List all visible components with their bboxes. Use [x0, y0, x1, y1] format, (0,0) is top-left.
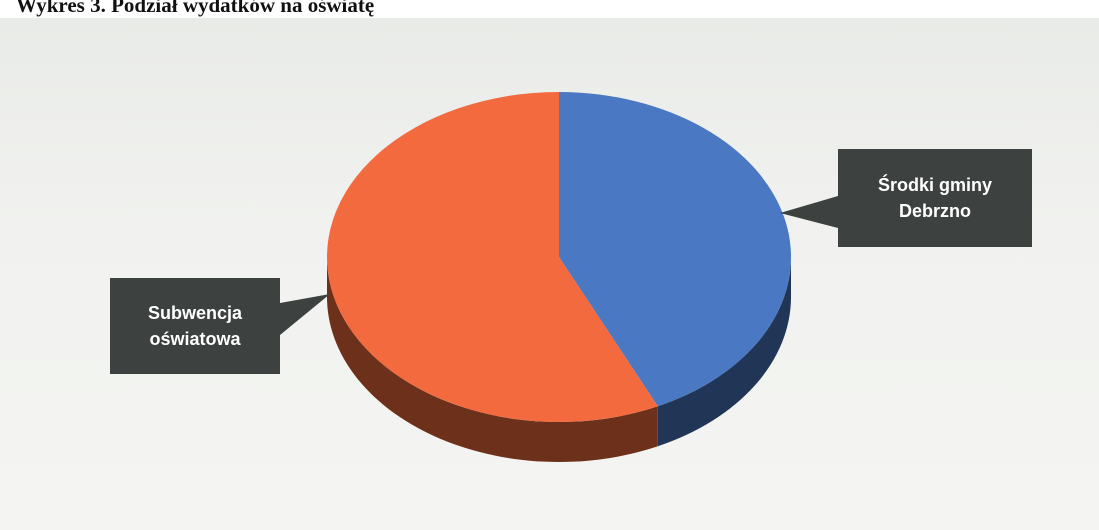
pie-slice-2 — [327, 92, 658, 422]
callout-label: oświatowa — [149, 329, 241, 349]
callout-2: Subwencja oświatowa — [110, 278, 330, 374]
pie-slice-1 — [559, 92, 791, 407]
callout-label: Debrzno — [899, 201, 971, 221]
chart-title: Wykres 3. Podział wydatków na oświatę — [16, 0, 375, 17]
callout-box — [838, 149, 1032, 247]
pie-slice-side-1 — [657, 257, 791, 447]
callout-label: Subwencja — [148, 303, 243, 323]
callout-pointer — [280, 294, 330, 335]
chart-plot-area: Środki gminy Debrzno Subwencja oświatowa — [0, 18, 1099, 530]
callout-box — [110, 278, 280, 374]
callout-pointer — [780, 196, 838, 228]
pie-chart: Środki gminy Debrzno Subwencja oświatowa — [110, 92, 1032, 463]
pie-slice-side-2 — [327, 257, 658, 463]
callout-label: Środki gminy — [878, 174, 992, 195]
callout-1: Środki gminy Debrzno — [780, 149, 1032, 247]
